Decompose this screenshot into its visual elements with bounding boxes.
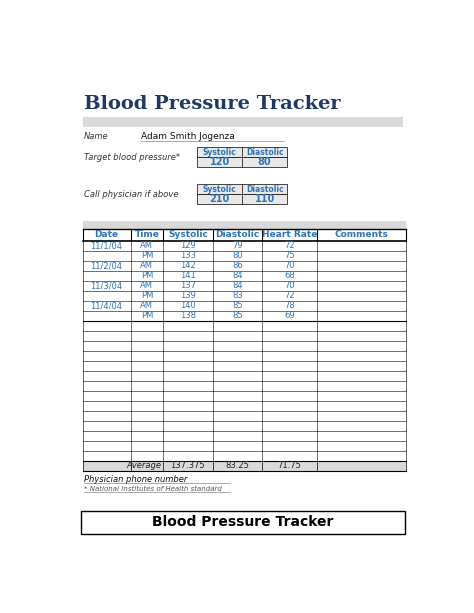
Text: 71.75: 71.75 [277,462,301,470]
Text: Diastolic: Diastolic [246,148,283,157]
Text: Diastolic: Diastolic [215,230,260,239]
Text: 11/3/04: 11/3/04 [91,281,123,290]
Text: 85: 85 [232,301,243,310]
Text: Systolic: Systolic [168,230,208,239]
Text: PM: PM [141,291,153,300]
Text: * National Institutes of Health standard: * National Institutes of Health standard [84,485,222,492]
Text: 140: 140 [180,301,196,310]
Text: Physician phone number: Physician phone number [84,474,187,484]
Text: AM: AM [140,241,153,250]
Bar [197,158,287,167]
Text: 68: 68 [284,271,295,280]
Text: 210: 210 [210,194,230,205]
Text: Call physician if above: Call physician if above [84,190,179,199]
Text: 80: 80 [258,158,272,167]
Text: Time: Time [135,230,159,239]
Text: 141: 141 [180,271,196,280]
Text: 11/1/04: 11/1/04 [91,241,122,250]
Text: 79: 79 [232,241,243,250]
Text: 133: 133 [180,251,196,260]
Text: Systolic: Systolic [203,185,237,194]
Text: 11/2/04: 11/2/04 [91,261,122,270]
Bar [82,461,406,471]
Bar [82,116,403,127]
Text: Blood Pressure Tracker: Blood Pressure Tracker [84,95,341,113]
Text: 137.375: 137.375 [171,462,205,470]
Text: 70: 70 [284,281,295,290]
Text: Systolic: Systolic [203,148,237,157]
Text: Blood Pressure Tracker: Blood Pressure Tracker [152,516,334,530]
Bar [81,511,405,534]
Bar [197,194,287,205]
Text: 11/4/04: 11/4/04 [91,301,122,310]
Text: 83: 83 [232,291,243,300]
Bar [82,229,406,241]
Text: 129: 129 [180,241,196,250]
Text: AM: AM [140,261,153,270]
Text: 139: 139 [180,291,196,300]
Text: 137: 137 [180,281,196,290]
Text: 110: 110 [255,194,275,205]
Text: PM: PM [141,251,153,260]
Text: 75: 75 [284,251,295,260]
Bar [197,185,287,194]
Text: 84: 84 [232,271,243,280]
Text: Diastolic: Diastolic [246,185,283,194]
Text: PM: PM [141,271,153,280]
Text: Average: Average [127,462,162,470]
Text: PM: PM [141,311,153,320]
Text: 69: 69 [284,311,295,320]
Text: 72: 72 [284,291,295,300]
Text: 84: 84 [232,281,243,290]
Text: 85: 85 [232,311,243,320]
Text: Heart Rate: Heart Rate [262,230,317,239]
Text: AM: AM [140,301,153,310]
Text: 120: 120 [210,158,230,167]
Text: 138: 138 [180,311,196,320]
Text: 72: 72 [284,241,295,250]
Text: 80: 80 [232,251,243,260]
Text: 86: 86 [232,261,243,270]
Text: Adam Smith Jogenza: Adam Smith Jogenza [141,132,234,141]
Bar [197,148,287,158]
Text: Date: Date [94,230,118,239]
Text: AM: AM [140,281,153,290]
Text: 70: 70 [284,261,295,270]
Text: 83.25: 83.25 [226,462,249,470]
Text: Comments: Comments [335,230,388,239]
Text: Target blood pressure*: Target blood pressure* [84,153,180,162]
Bar [82,221,406,229]
Text: 142: 142 [180,261,196,270]
Text: Name: Name [84,132,109,141]
Text: 78: 78 [284,301,295,310]
